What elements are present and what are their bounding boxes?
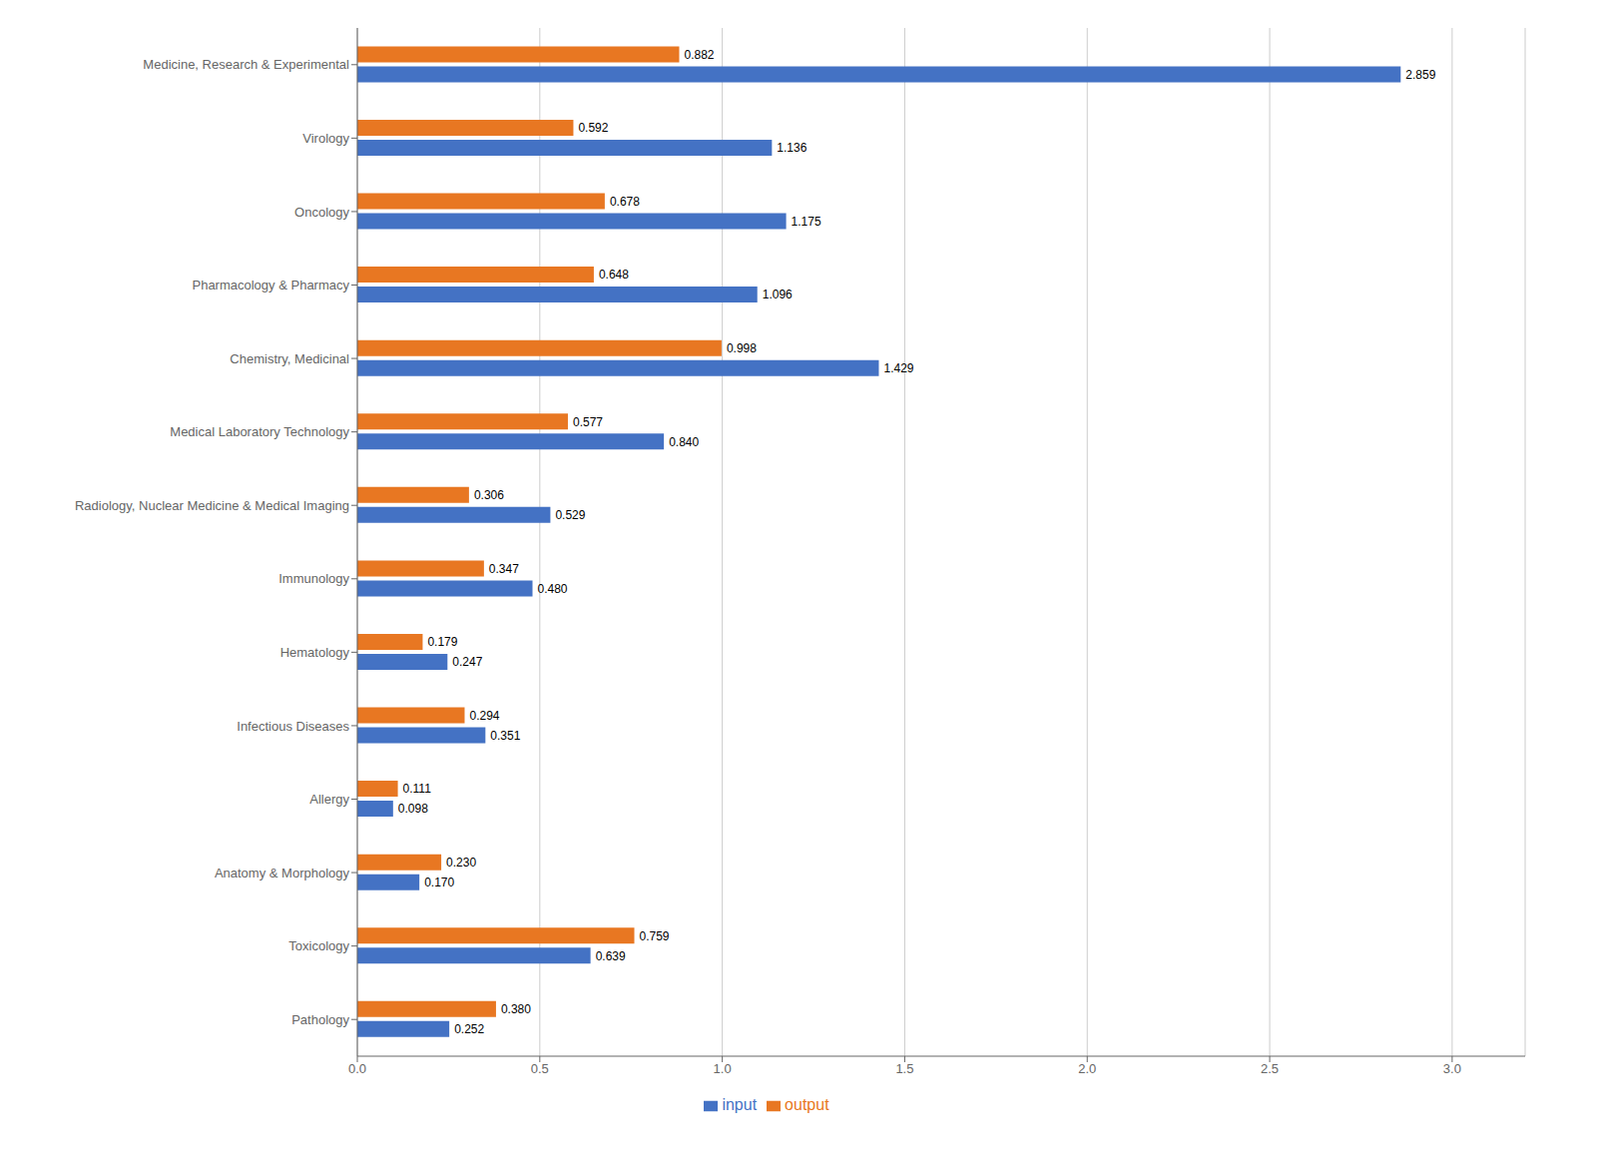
svg-text:2.5: 2.5 [1260, 1061, 1279, 1076]
svg-text:1.096: 1.096 [762, 287, 793, 302]
svg-text:0.0: 0.0 [348, 1061, 367, 1076]
svg-text:Toxicology: Toxicology [288, 938, 350, 954]
svg-text:Oncology: Oncology [294, 204, 350, 220]
svg-text:0.577: 0.577 [572, 415, 603, 430]
svg-text:0.230: 0.230 [446, 855, 477, 870]
svg-text:0.5: 0.5 [531, 1061, 549, 1076]
svg-text:1.429: 1.429 [883, 361, 914, 376]
svg-text:Pathology: Pathology [291, 1012, 350, 1028]
svg-text:0.347: 0.347 [489, 561, 520, 576]
svg-text:0.882: 0.882 [683, 47, 714, 62]
svg-text:Radiology, Nuclear Medicine &: Radiology, Nuclear Medicine & Medical Im… [74, 498, 350, 514]
svg-text:0.998: 0.998 [726, 341, 757, 356]
svg-text:1.175: 1.175 [791, 214, 822, 229]
svg-text:0.480: 0.480 [537, 581, 568, 596]
svg-text:0.648: 0.648 [598, 267, 629, 282]
svg-text:0.759: 0.759 [639, 929, 670, 944]
svg-text:0.380: 0.380 [501, 1002, 532, 1017]
svg-text:0.252: 0.252 [454, 1022, 485, 1037]
svg-text:Medical Laboratory Technology: Medical Laboratory Technology [169, 424, 350, 440]
svg-text:Anatomy & Morphology: Anatomy & Morphology [214, 865, 351, 881]
svg-text:Hematology: Hematology [280, 644, 351, 660]
svg-text:0.247: 0.247 [452, 654, 483, 669]
svg-text:1.0: 1.0 [713, 1061, 732, 1076]
svg-text:0.098: 0.098 [398, 801, 429, 816]
svg-text:0.294: 0.294 [469, 708, 500, 723]
svg-text:Medicine, Research & Experimen: Medicine, Research & Experimental [142, 56, 350, 72]
svg-text:Allergy: Allergy [309, 791, 350, 807]
html-text:output: output [784, 1095, 830, 1113]
svg-text:0.351: 0.351 [490, 728, 521, 743]
svg-text:0.111: 0.111 [403, 781, 433, 796]
svg-text:0.179: 0.179 [427, 634, 458, 649]
svg-text:0.678: 0.678 [609, 194, 640, 209]
svg-text:0.306: 0.306 [474, 488, 505, 503]
svg-text:Chemistry, Medicinal: Chemistry, Medicinal [229, 351, 350, 367]
svg-text:0.592: 0.592 [577, 120, 608, 135]
svg-text:Pharmacology & Pharmacy: Pharmacology & Pharmacy [191, 277, 350, 293]
html-text:input: input [722, 1095, 757, 1113]
svg-text:Infectious Diseases: Infectious Diseases [236, 718, 350, 734]
svg-text:1.5: 1.5 [895, 1061, 914, 1076]
svg-text:0.170: 0.170 [424, 875, 455, 890]
svg-text:Virology: Virology [302, 130, 350, 146]
svg-text:Immunology: Immunology [278, 570, 350, 586]
svg-text:0.840: 0.840 [668, 435, 699, 450]
svg-text:0.639: 0.639 [595, 949, 626, 964]
svg-text:2.859: 2.859 [1405, 67, 1436, 82]
svg-text:3.0: 3.0 [1443, 1061, 1462, 1076]
svg-text:1.136: 1.136 [776, 140, 807, 155]
svg-text:2.0: 2.0 [1077, 1061, 1096, 1076]
svg-text:0.529: 0.529 [554, 508, 585, 523]
